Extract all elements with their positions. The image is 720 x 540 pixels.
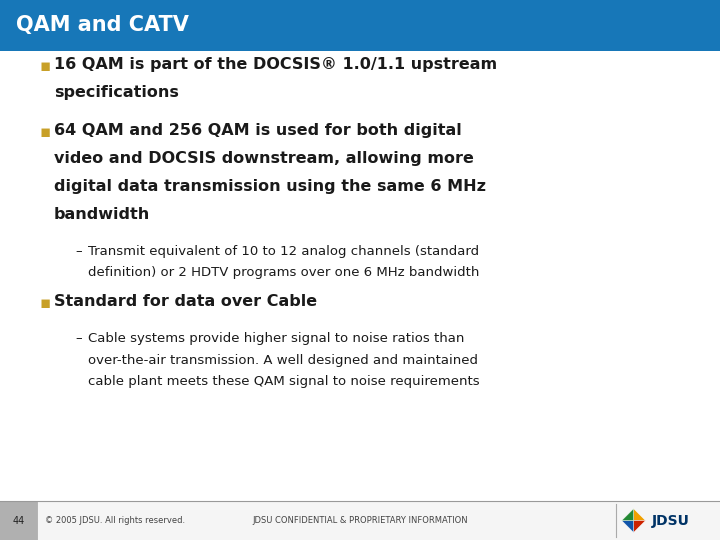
Bar — [0, 501, 37, 540]
Text: bandwidth: bandwidth — [54, 207, 150, 222]
Text: 16 QAM is part of the DOCSIS® 1.0/1.1 upstream: 16 QAM is part of the DOCSIS® 1.0/1.1 up… — [54, 57, 497, 72]
Text: –: – — [76, 332, 82, 345]
Text: 44: 44 — [12, 516, 25, 525]
Text: ▪: ▪ — [40, 57, 51, 75]
Text: JDSU: JDSU — [652, 514, 690, 528]
Text: digital data transmission using the same 6 MHz: digital data transmission using the same… — [54, 179, 486, 194]
Text: 64 QAM and 256 QAM is used for both digital: 64 QAM and 256 QAM is used for both digi… — [54, 123, 462, 138]
Polygon shape — [622, 521, 634, 532]
Polygon shape — [634, 509, 646, 521]
Bar — [0, 501, 720, 540]
Text: over-the-air transmission. A well designed and maintained: over-the-air transmission. A well design… — [88, 354, 478, 367]
Text: JDSU CONFIDENTIAL & PROPRIETARY INFORMATION: JDSU CONFIDENTIAL & PROPRIETARY INFORMAT… — [252, 516, 468, 525]
Text: QAM and CATV: QAM and CATV — [16, 15, 189, 36]
Text: ▪: ▪ — [40, 294, 51, 312]
Polygon shape — [634, 521, 646, 532]
Text: –: – — [76, 245, 82, 258]
Text: © 2005 JDSU. All rights reserved.: © 2005 JDSU. All rights reserved. — [45, 516, 185, 525]
Text: ▪: ▪ — [40, 123, 51, 140]
Text: specifications: specifications — [54, 85, 179, 100]
Text: Cable systems provide higher signal to noise ratios than: Cable systems provide higher signal to n… — [88, 332, 464, 345]
Text: Transmit equivalent of 10 to 12 analog channels (standard: Transmit equivalent of 10 to 12 analog c… — [88, 245, 479, 258]
Text: Standard for data over Cable: Standard for data over Cable — [54, 294, 317, 309]
Text: video and DOCSIS downstream, allowing more: video and DOCSIS downstream, allowing mo… — [54, 151, 474, 166]
Bar — [0, 0, 720, 51]
Text: definition) or 2 HDTV programs over one 6 MHz bandwidth: definition) or 2 HDTV programs over one … — [88, 266, 480, 279]
Polygon shape — [622, 509, 634, 521]
Text: cable plant meets these QAM signal to noise requirements: cable plant meets these QAM signal to no… — [88, 375, 480, 388]
